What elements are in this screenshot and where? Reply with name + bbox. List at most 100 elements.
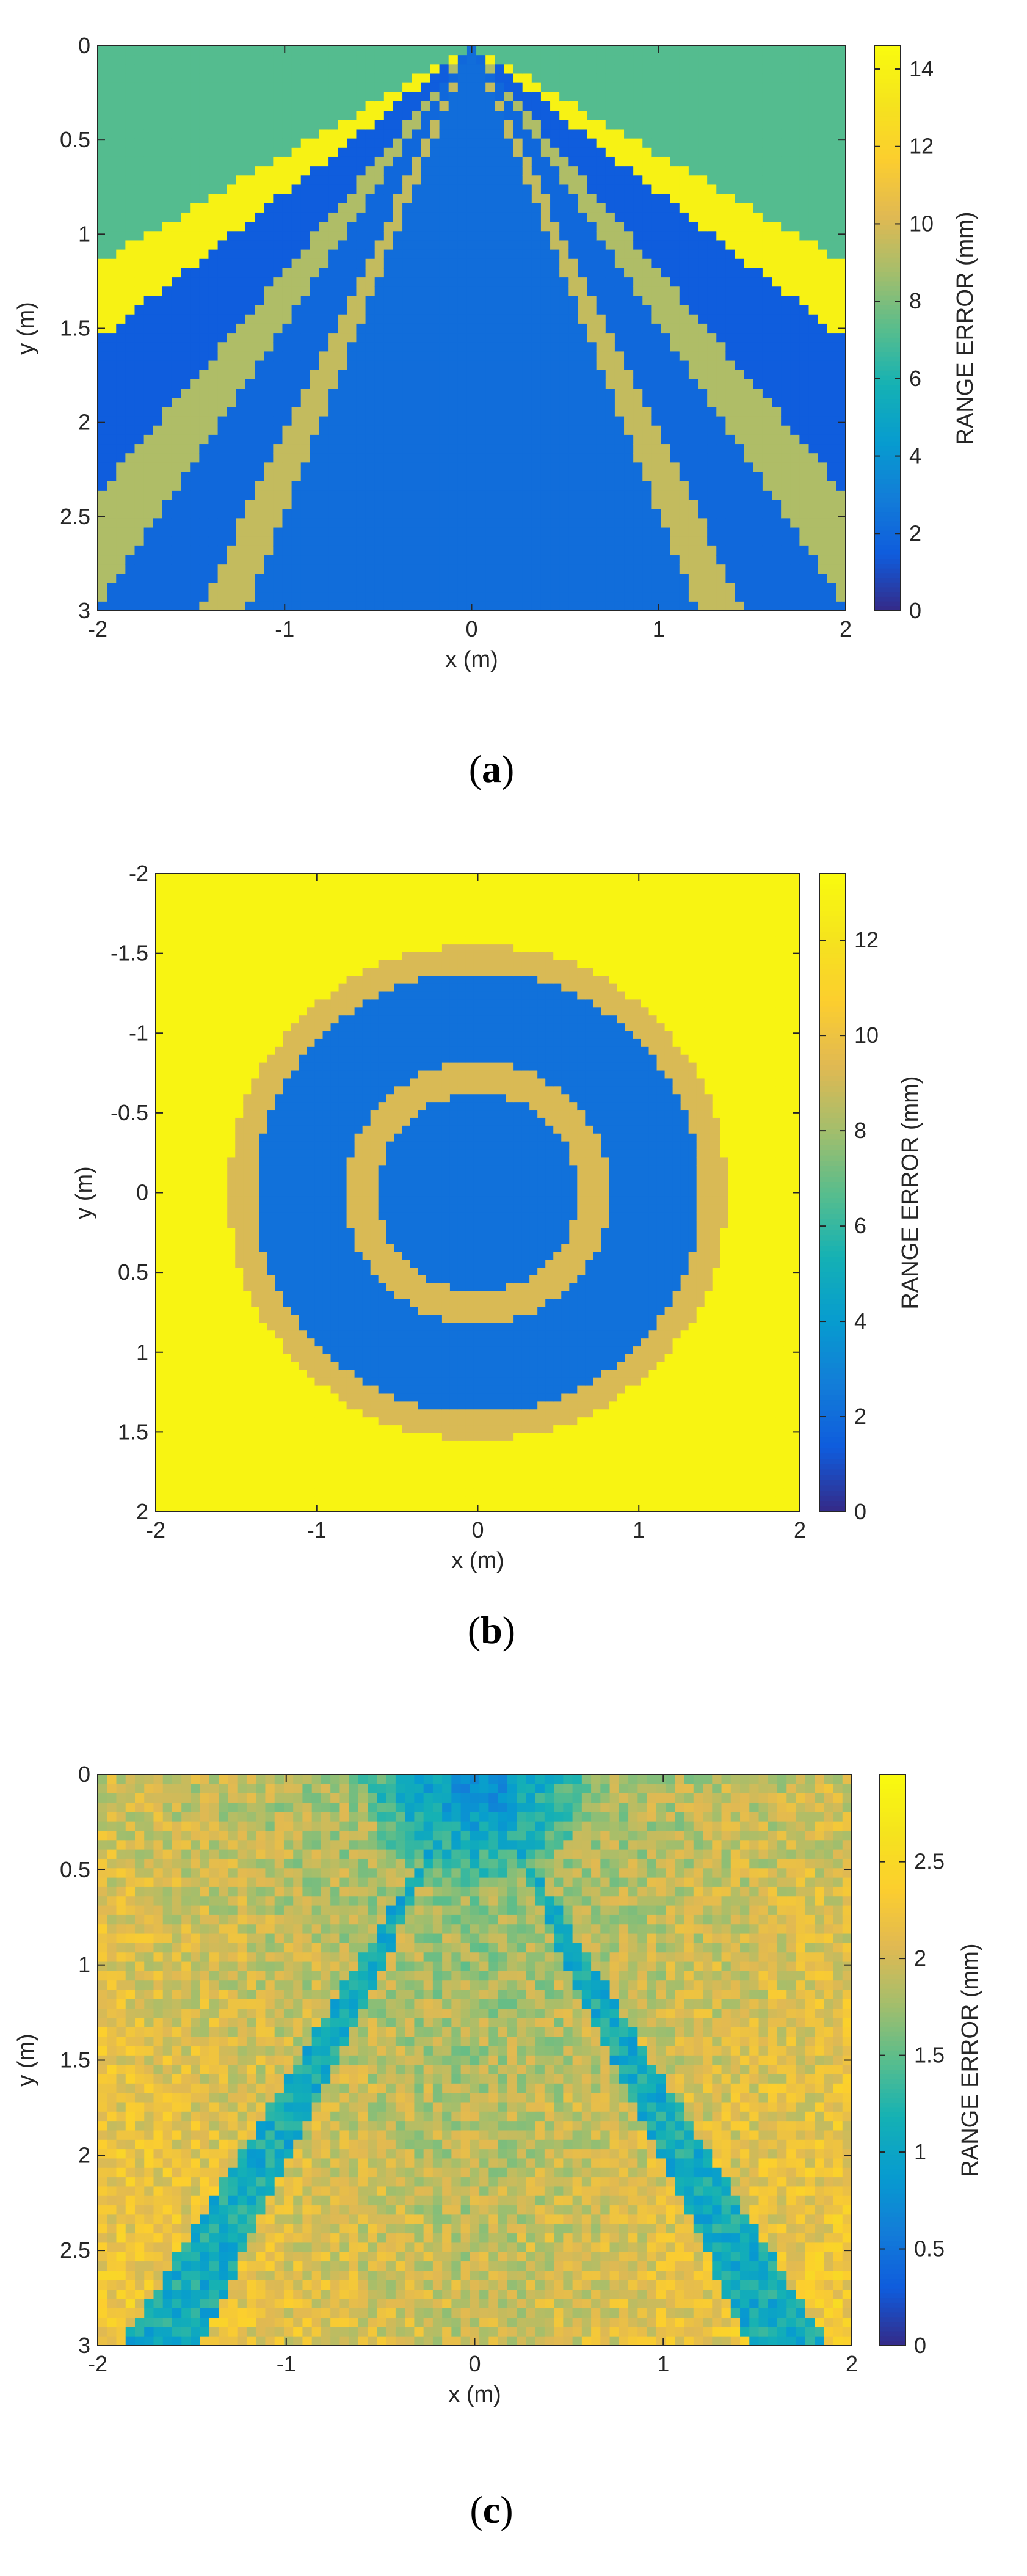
heatmap-cell <box>236 490 246 500</box>
heatmap-cell <box>282 500 292 509</box>
heatmap-cell <box>550 92 560 102</box>
heatmap-cell <box>522 55 532 65</box>
heatmap-cell <box>614 462 625 473</box>
heatmap-cell <box>605 92 615 102</box>
heatmap-cell <box>208 472 219 482</box>
heatmap-cell <box>698 138 708 148</box>
heatmap-cell <box>716 194 726 204</box>
heatmap-cell <box>651 555 662 565</box>
heatmap-cell <box>181 481 191 491</box>
heatmap-cell <box>744 138 754 148</box>
heatmap-cell <box>642 101 652 111</box>
heatmap-cell <box>485 527 495 538</box>
x-tick-label: -2 <box>88 616 107 641</box>
heatmap-cell <box>365 509 376 519</box>
heatmap-cell <box>522 444 532 454</box>
heatmap-cell <box>208 222 219 232</box>
heatmap-cell <box>596 240 606 250</box>
heatmap-cell <box>725 592 736 602</box>
heatmap-cell <box>522 398 532 407</box>
heatmap-cell <box>439 129 449 139</box>
heatmap-cell <box>495 305 505 315</box>
heatmap-cell <box>412 156 421 167</box>
heatmap-cell <box>245 472 255 482</box>
heatmap-cell <box>190 138 200 148</box>
heatmap-cell <box>568 258 579 269</box>
heatmap-cell <box>245 212 255 222</box>
heatmap-cell <box>162 73 172 84</box>
heatmap-cell <box>568 55 579 65</box>
heatmap-cell <box>273 305 283 315</box>
heatmap-cell <box>300 46 311 56</box>
heatmap-cell <box>578 166 588 176</box>
heatmap-cell <box>338 500 347 509</box>
heatmap-cell <box>236 389 246 398</box>
heatmap-cell <box>328 314 338 324</box>
heatmap-cell <box>799 166 810 176</box>
heatmap-cell <box>550 351 560 362</box>
heatmap-cell <box>383 370 394 380</box>
heatmap-cell <box>808 333 819 343</box>
heatmap-cell <box>273 212 283 222</box>
heatmap-cell <box>273 360 283 371</box>
heatmap-cell <box>559 555 569 565</box>
heatmap-cell <box>485 212 495 222</box>
heatmap-cell <box>300 231 311 241</box>
heatmap-cell <box>504 398 514 407</box>
heatmap-cell <box>338 545 347 556</box>
heatmap-cell <box>495 601 505 611</box>
heatmap-cell <box>208 462 219 473</box>
heatmap-cell <box>439 500 449 509</box>
heatmap-cell <box>365 231 376 241</box>
heatmap-cell <box>698 73 708 84</box>
heatmap-cell <box>365 277 376 287</box>
heatmap-cell <box>522 509 532 519</box>
heatmap-cell <box>716 268 726 278</box>
heatmap-cell <box>153 194 163 204</box>
heatmap-cell <box>772 73 782 84</box>
heatmap-cell <box>412 147 421 158</box>
heatmap-cell <box>624 360 634 371</box>
heatmap-cell <box>550 184 560 195</box>
heatmap-cell <box>716 203 726 213</box>
heatmap-cell <box>199 184 209 195</box>
heatmap-cell <box>790 120 800 130</box>
heatmap-cell <box>540 592 551 602</box>
heatmap-cell <box>421 333 431 343</box>
heatmap-cell <box>116 249 126 260</box>
heatmap-cell <box>153 462 163 473</box>
heatmap-cell <box>495 55 505 65</box>
heatmap-cell <box>181 333 191 343</box>
heatmap-cell <box>799 184 810 195</box>
heatmap-cell <box>633 509 643 519</box>
heatmap-cell <box>255 92 264 102</box>
heatmap-cell <box>412 222 421 232</box>
heatmap-cell <box>485 545 495 556</box>
heatmap-cell <box>642 184 652 195</box>
heatmap-cell <box>550 434 560 445</box>
heatmap-cell <box>513 222 523 232</box>
heatmap-cell <box>199 472 209 482</box>
heatmap-cell <box>412 258 421 269</box>
heatmap-cell <box>430 286 440 297</box>
heatmap-cell <box>504 601 514 611</box>
heatmap-cell <box>245 305 255 315</box>
heatmap-cell <box>466 389 477 398</box>
heatmap-cell <box>596 434 606 445</box>
heatmap-cell <box>587 46 597 56</box>
heatmap-cell <box>698 527 708 538</box>
heatmap-cell <box>642 231 652 241</box>
heatmap-cell <box>328 518 338 528</box>
heatmap-cell <box>670 156 680 167</box>
heatmap-cell <box>171 258 181 269</box>
heatmap-cell <box>190 323 200 334</box>
heatmap-cell <box>310 351 320 362</box>
heatmap-cell <box>457 314 468 324</box>
heatmap-cell <box>568 527 579 538</box>
heatmap-cell <box>421 268 431 278</box>
heatmap-cell <box>559 73 569 84</box>
heatmap-cell <box>559 147 569 158</box>
heatmap-cell <box>578 92 588 102</box>
heatmap-cell <box>799 258 810 269</box>
heatmap-cell <box>162 472 172 482</box>
